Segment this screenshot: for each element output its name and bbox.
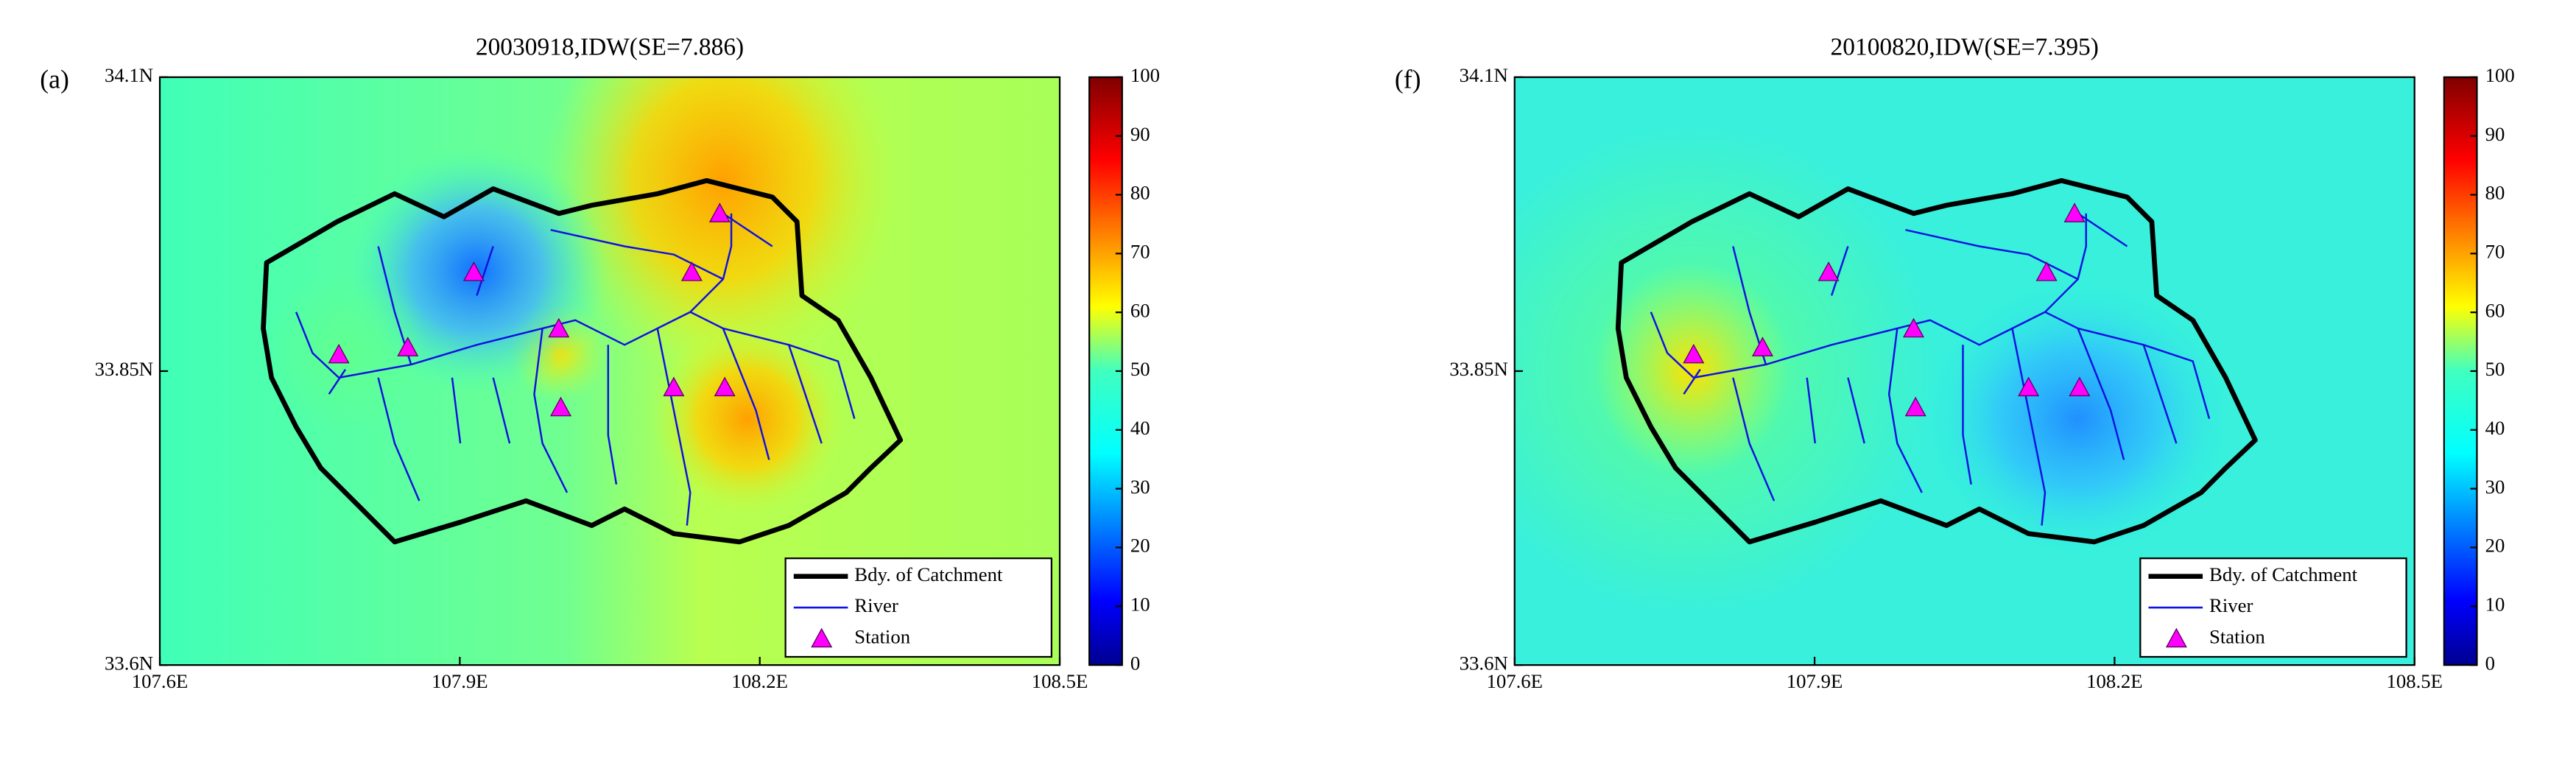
station	[1683, 343, 1705, 364]
colorbar-tick-label: 60	[1130, 299, 1150, 321]
station	[549, 396, 572, 417]
station	[2035, 261, 2058, 281]
colorbar-tick-label: 50	[1130, 358, 1150, 380]
colorbar-tick-label: 10	[2485, 593, 2505, 615]
station	[462, 261, 485, 281]
station	[2069, 376, 2091, 397]
station	[397, 337, 419, 356]
x-tick-label: 107.9E	[1787, 670, 1843, 692]
x-tick-label: 107.9E	[432, 670, 488, 692]
chart-title: 20030918,IDW(SE=7.886)	[476, 34, 744, 61]
legend-symbol	[811, 627, 833, 648]
x-tick-label: 107.6E	[132, 670, 189, 692]
station	[1751, 337, 1773, 356]
legend-label: Station	[854, 626, 910, 648]
station	[2063, 203, 2086, 222]
colorbar-tick-label: 80	[2485, 182, 2505, 204]
station	[663, 376, 685, 397]
x-tick-label: 108.5E	[2386, 670, 2443, 692]
colorbar-tick-label: 100	[1130, 64, 1160, 86]
legend-label: River	[854, 594, 898, 616]
colorbar-tick-label: 50	[2485, 358, 2505, 380]
legend-symbol	[2165, 627, 2187, 648]
colorbar-tick-label: 70	[1130, 240, 1150, 262]
station	[1904, 396, 1926, 417]
station	[2018, 376, 2040, 397]
panel-label: (f)	[1395, 65, 1421, 94]
y-tick-label: 34.1N	[105, 64, 153, 86]
chart-title: 20100820,IDW(SE=7.395)	[1831, 34, 2099, 61]
x-tick-label: 107.6E	[1486, 670, 1543, 692]
panel-label: (a)	[40, 65, 69, 94]
station	[680, 261, 703, 281]
legend-label: Bdy. of Catchment	[2209, 563, 2358, 585]
station	[1817, 261, 1840, 281]
station	[714, 376, 736, 397]
station	[328, 343, 350, 364]
x-tick-label: 108.5E	[1032, 670, 1088, 692]
colorbar-tick-label: 90	[1130, 123, 1150, 145]
station	[708, 203, 731, 222]
station	[1902, 317, 1925, 338]
colorbar-tick-label: 40	[2485, 417, 2505, 439]
colorbar-tick-label: 100	[2485, 64, 2515, 86]
x-tick-label: 108.2E	[2086, 670, 2143, 692]
legend-label: Station	[2209, 626, 2265, 648]
colorbar-tick-label: 20	[1130, 535, 1150, 557]
colorbar-tick-label: 70	[2485, 240, 2505, 262]
y-tick-label: 34.1N	[1460, 64, 1508, 86]
interpolated-field	[1514, 77, 2415, 666]
legend-label: River	[2209, 594, 2253, 616]
colorbar-tick-label: 40	[1130, 417, 1150, 439]
colorbar-tick-label: 20	[2485, 535, 2505, 557]
colorbar-tick-label: 30	[1130, 476, 1150, 498]
x-tick-label: 108.2E	[731, 670, 788, 692]
colorbar-tick-label: 60	[2485, 299, 2505, 321]
station	[548, 317, 570, 338]
colorbar-tick-label: 10	[1130, 593, 1150, 615]
y-tick-label: 33.85N	[95, 358, 154, 380]
y-tick-label: 33.85N	[1449, 358, 1508, 380]
y-tick-label: 33.6N	[105, 652, 153, 674]
legend-label: Bdy. of Catchment	[854, 563, 1003, 585]
colorbar-tick-label: 90	[2485, 123, 2505, 145]
colorbar-tick-label: 80	[1130, 182, 1150, 204]
y-tick-label: 33.6N	[1460, 652, 1508, 674]
colorbar-tick-label: 0	[2485, 652, 2495, 674]
colorbar-tick-label: 0	[1130, 652, 1140, 674]
colorbar-tick-label: 30	[2485, 476, 2505, 498]
